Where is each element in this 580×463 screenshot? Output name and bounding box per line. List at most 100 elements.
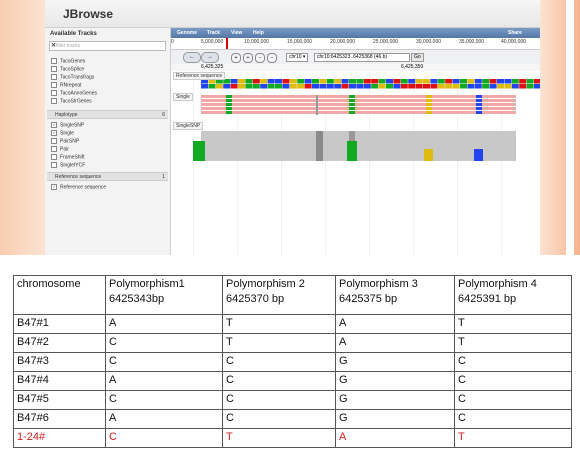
track-item[interactable]: Pair: [51, 146, 69, 152]
track-area[interactable]: Reference sequence Single SingleSNP: [171, 71, 546, 255]
header-cell: Polymorphism1 6425343bp: [105, 275, 223, 315]
reference-base: [356, 84, 364, 89]
reference-base: [326, 79, 334, 84]
table-cell: G: [335, 390, 455, 410]
checkbox-checked-icon[interactable]: ✓: [51, 184, 57, 190]
track-item[interactable]: ✓ Single: [51, 130, 74, 137]
track-item[interactable]: ✓ Reference sequence: [51, 184, 107, 191]
checkbox-checked-icon[interactable]: ✓: [51, 122, 57, 128]
group-reference-sequence[interactable]: Reference sequence 1: [47, 172, 168, 181]
checkbox-icon[interactable]: [51, 138, 57, 144]
track-item[interactable]: PairSNP: [51, 138, 79, 144]
chromosome-select[interactable]: chr10 ▾: [286, 53, 309, 62]
reference-base: [312, 79, 319, 84]
reference-base: [260, 84, 268, 89]
filter-tracks-input[interactable]: ✕ filter tracks: [49, 41, 166, 51]
track-item[interactable]: TacoTransfrags: [51, 74, 94, 80]
snp-marker: [226, 107, 232, 110]
grid-line: [237, 71, 238, 255]
snp-coverage-bar: [347, 141, 357, 161]
reference-base: [245, 84, 253, 89]
table-cell: C: [105, 390, 223, 410]
share-button[interactable]: Share: [508, 30, 522, 36]
track-label-reference[interactable]: Reference sequence: [173, 72, 226, 80]
single-feature-bar: [201, 103, 516, 106]
single-feature-bar: [201, 95, 516, 98]
checkbox-icon[interactable]: [51, 146, 57, 152]
reference-base: [371, 79, 379, 84]
go-button[interactable]: Go: [411, 53, 424, 62]
checkbox-icon[interactable]: [51, 66, 57, 72]
reference-base: [349, 84, 356, 89]
track-item[interactable]: FrameShift: [51, 154, 84, 160]
zoom-in-icon[interactable]: +: [243, 53, 253, 63]
track-item[interactable]: TacoStrGenes: [51, 98, 92, 104]
checkbox-icon[interactable]: [51, 154, 57, 160]
checkbox-icon[interactable]: [51, 58, 57, 64]
reference-base: [423, 79, 430, 84]
track-item[interactable]: TacoAnnoGenes: [51, 90, 97, 96]
zoom-out-icon[interactable]: −: [255, 53, 265, 63]
menu-help[interactable]: Help: [253, 30, 264, 36]
table-cell: B47#3: [13, 352, 106, 372]
group-haplotype[interactable]: Haplotype 6: [47, 110, 168, 119]
track-label-single[interactable]: Single: [173, 93, 193, 101]
clear-filter-icon[interactable]: ✕: [51, 43, 57, 49]
reference-base: [482, 84, 490, 89]
reference-base: [319, 84, 327, 89]
table-cell: B47#5: [13, 390, 106, 410]
table-row: B47#3 C C G C: [13, 352, 572, 372]
grid-line: [369, 71, 370, 255]
title-bar: JBrowse: [45, 0, 540, 28]
pan-left-button[interactable]: ←: [183, 52, 201, 63]
reference-base: [275, 79, 282, 84]
table-cell: C: [222, 371, 336, 391]
selected-position-marker: [316, 95, 318, 115]
table-cell: C: [222, 409, 336, 429]
menu-genome[interactable]: Genome: [177, 30, 198, 36]
checkbox-icon[interactable]: [51, 162, 57, 168]
table-cell: C: [454, 409, 572, 429]
single-feature-bar: [201, 107, 516, 110]
reference-base: [223, 79, 231, 84]
checkbox-icon[interactable]: [51, 98, 57, 104]
track-item[interactable]: RNrepeat: [51, 82, 81, 88]
reference-base: [223, 84, 231, 89]
grid-line: [193, 71, 194, 255]
reference-base: [415, 84, 423, 89]
zoom-out-large-icon[interactable]: −: [267, 53, 277, 63]
local-tick-label: 6,425,350: [401, 64, 424, 70]
menu-track[interactable]: Track: [207, 30, 221, 36]
reference-base: [519, 84, 527, 89]
pan-right-button[interactable]: →: [201, 52, 219, 63]
reference-base: [489, 84, 497, 89]
grid-line: [325, 71, 326, 255]
table-cell: T: [454, 314, 572, 334]
checkbox-checked-icon[interactable]: ✓: [51, 130, 57, 136]
reference-base: [467, 79, 475, 84]
table-cell: C: [105, 352, 223, 372]
checkbox-icon[interactable]: [51, 90, 57, 96]
menu-view[interactable]: View: [231, 30, 243, 36]
track-item[interactable]: SingletYCF: [51, 162, 85, 168]
checkbox-icon[interactable]: [51, 74, 57, 80]
grid-line: [457, 71, 458, 255]
snp-coverage-bar: [424, 149, 433, 161]
snp-marker: [476, 99, 482, 102]
track-item[interactable]: TacoGenes: [51, 58, 85, 64]
zoom-in-large-icon[interactable]: +: [231, 53, 241, 63]
track-item[interactable]: ✓ SingleSNP: [51, 122, 85, 129]
checkbox-icon[interactable]: [51, 82, 57, 88]
reference-base: [275, 84, 282, 89]
table-cell: B47#4: [13, 371, 106, 391]
reference-base: [289, 79, 297, 84]
overview-ruler[interactable]: 0 5,000,000 10,000,000 15,000,000 20,000…: [171, 38, 540, 50]
table-cell: C: [105, 428, 223, 448]
table-cell: C: [105, 333, 223, 353]
track-item[interactable]: TacoSplice: [51, 66, 84, 72]
track-label-singlesnp[interactable]: SingleSNP: [173, 122, 204, 130]
coverage-bar: [201, 131, 516, 161]
reference-base: [437, 84, 445, 89]
locus-input[interactable]: chr10:6425323..6425368 (46 b): [314, 53, 410, 62]
snp-marker: [426, 95, 432, 98]
